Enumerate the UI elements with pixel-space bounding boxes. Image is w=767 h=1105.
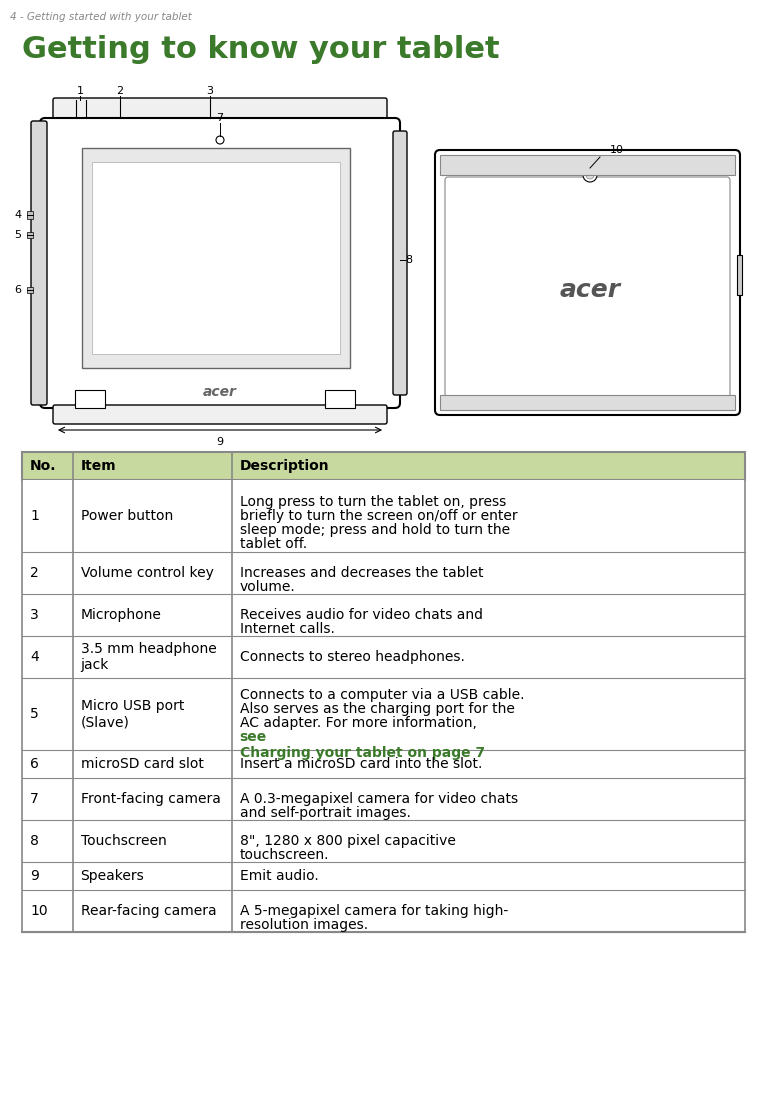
Text: and self-portrait images.: and self-portrait images.	[239, 806, 410, 820]
Text: A 5-megapixel camera for taking high-: A 5-megapixel camera for taking high-	[239, 904, 508, 918]
Text: resolution images.: resolution images.	[239, 918, 368, 932]
Text: 2: 2	[30, 566, 39, 580]
Text: 2: 2	[117, 86, 123, 96]
Bar	[325, 390, 355, 408]
Text: Volume control key: Volume control key	[81, 566, 213, 580]
Text: Micro USB port
(Slave): Micro USB port (Slave)	[81, 698, 184, 729]
Text: 7: 7	[30, 792, 39, 806]
Bar	[27, 287, 33, 293]
Text: Emit audio.: Emit audio.	[239, 869, 318, 883]
Text: 6: 6	[15, 285, 21, 295]
Text: 6: 6	[30, 757, 39, 771]
Bar	[737, 255, 742, 295]
FancyBboxPatch shape	[53, 406, 387, 424]
FancyBboxPatch shape	[40, 118, 400, 408]
Text: acer: acer	[559, 278, 621, 302]
Text: volume.: volume.	[239, 580, 295, 594]
Circle shape	[216, 136, 224, 144]
FancyBboxPatch shape	[435, 150, 740, 415]
Text: tablet off.: tablet off.	[239, 537, 307, 551]
FancyBboxPatch shape	[445, 177, 730, 408]
FancyBboxPatch shape	[31, 122, 47, 406]
Text: Internet calls.: Internet calls.	[239, 622, 334, 636]
Bar	[440, 155, 735, 175]
Text: 4 - Getting started with your tablet: 4 - Getting started with your tablet	[10, 12, 192, 22]
Text: 7: 7	[216, 113, 223, 123]
Text: 5: 5	[30, 707, 39, 720]
Bar	[22, 552, 745, 594]
Bar	[22, 594, 745, 636]
Bar	[22, 480, 745, 552]
Text: Also serves as the charging port for the: Also serves as the charging port for the	[239, 702, 515, 716]
Text: 10: 10	[30, 904, 48, 918]
Bar	[22, 636, 745, 678]
Text: Connects to stereo headphones.: Connects to stereo headphones.	[239, 650, 465, 664]
Text: Item: Item	[81, 459, 117, 473]
Text: 4: 4	[15, 210, 21, 220]
Text: Rear-facing camera: Rear-facing camera	[81, 904, 216, 918]
Text: 3: 3	[30, 608, 39, 622]
Text: acer: acer	[203, 385, 237, 399]
Bar	[27, 232, 33, 238]
Bar	[22, 862, 745, 890]
Bar	[22, 778, 745, 820]
Text: Connects to a computer via a USB cable.: Connects to a computer via a USB cable.	[239, 688, 524, 702]
Bar	[22, 750, 745, 778]
Text: 5: 5	[15, 230, 21, 240]
Text: 9: 9	[30, 869, 39, 883]
Text: No.: No.	[30, 459, 57, 473]
Circle shape	[583, 168, 597, 182]
Text: Speakers: Speakers	[81, 869, 144, 883]
Bar	[440, 394, 735, 410]
Text: 8", 1280 x 800 pixel capacitive: 8", 1280 x 800 pixel capacitive	[239, 834, 456, 848]
Bar	[75, 390, 105, 408]
FancyBboxPatch shape	[53, 98, 387, 120]
Text: Long press to turn the tablet on, press: Long press to turn the tablet on, press	[239, 495, 506, 509]
Text: Description: Description	[239, 459, 329, 473]
Text: 3.5 mm headphone
jack: 3.5 mm headphone jack	[81, 642, 216, 672]
Text: 10: 10	[610, 145, 624, 155]
Bar	[22, 452, 745, 480]
Text: see
Charging your tablet on page 7: see Charging your tablet on page 7	[239, 730, 485, 760]
FancyBboxPatch shape	[393, 131, 407, 394]
Text: sleep mode; press and hold to turn the: sleep mode; press and hold to turn the	[239, 523, 510, 537]
Text: Increases and decreases the tablet: Increases and decreases the tablet	[239, 566, 483, 580]
Bar	[82, 148, 350, 368]
Text: touchscreen.: touchscreen.	[239, 848, 329, 862]
Bar	[22, 890, 745, 932]
Text: Touchscreen: Touchscreen	[81, 834, 166, 848]
Text: 1: 1	[30, 509, 39, 523]
Text: Getting to know your tablet: Getting to know your tablet	[22, 35, 499, 64]
Text: 1: 1	[77, 86, 84, 96]
Text: A 0.3-megapixel camera for video chats: A 0.3-megapixel camera for video chats	[239, 792, 518, 806]
Text: briefly to turn the screen on/off or enter: briefly to turn the screen on/off or ent…	[239, 509, 517, 523]
Bar	[22, 678, 745, 750]
Bar	[27, 211, 33, 219]
Text: Power button: Power button	[81, 509, 173, 523]
Bar	[22, 820, 745, 862]
Text: 3: 3	[206, 86, 213, 96]
Text: Front-facing camera: Front-facing camera	[81, 792, 220, 806]
Bar	[92, 162, 340, 354]
Text: 4: 4	[30, 650, 39, 664]
Text: AC adapter. For more information,: AC adapter. For more information,	[239, 716, 481, 730]
Text: 9: 9	[216, 436, 223, 448]
Text: Microphone: Microphone	[81, 608, 162, 622]
Text: 8: 8	[30, 834, 39, 848]
Circle shape	[586, 171, 594, 179]
Text: Receives audio for video chats and: Receives audio for video chats and	[239, 608, 482, 622]
Text: Insert a microSD card into the slot.: Insert a microSD card into the slot.	[239, 757, 482, 771]
Bar	[22, 452, 745, 480]
Text: microSD card slot: microSD card slot	[81, 757, 203, 771]
Text: 8: 8	[405, 255, 412, 265]
